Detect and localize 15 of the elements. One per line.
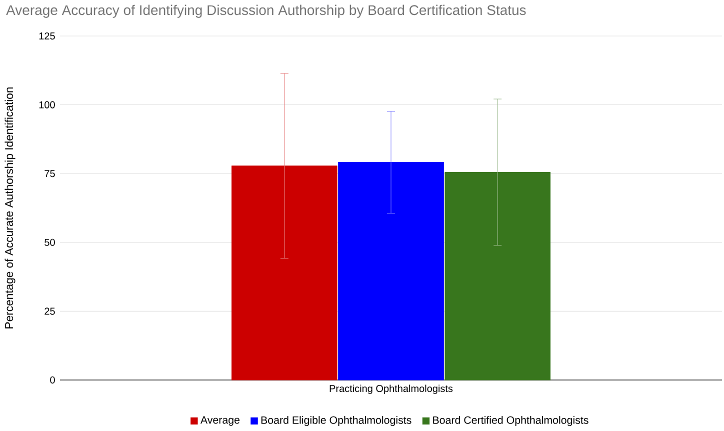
y-tick-label: 25 (44, 308, 55, 315)
y-tick-label: 100 (39, 101, 55, 108)
chart-title: Average Accuracy of Identifying Discussion Authorship by Board Certification Status (6, 4, 526, 18)
y-tick-label: 0 (50, 376, 55, 384)
bar (338, 162, 444, 380)
legend-label: Board Certified Ophthalmologists (433, 416, 588, 426)
legend-label: Average (200, 416, 240, 426)
y-tick-label: 50 (44, 238, 55, 246)
legend-label: Board Eligible Ophthalmologists (261, 416, 412, 426)
bar (444, 172, 550, 380)
y-tick-label: 75 (44, 170, 55, 178)
y-tick-label: 125 (39, 32, 55, 40)
y-axis-title: Percentage of Accurate Authorship Identification (4, 87, 16, 328)
x-tick-label: Practicing Ophthalmologists (330, 384, 453, 394)
bar (232, 166, 338, 380)
